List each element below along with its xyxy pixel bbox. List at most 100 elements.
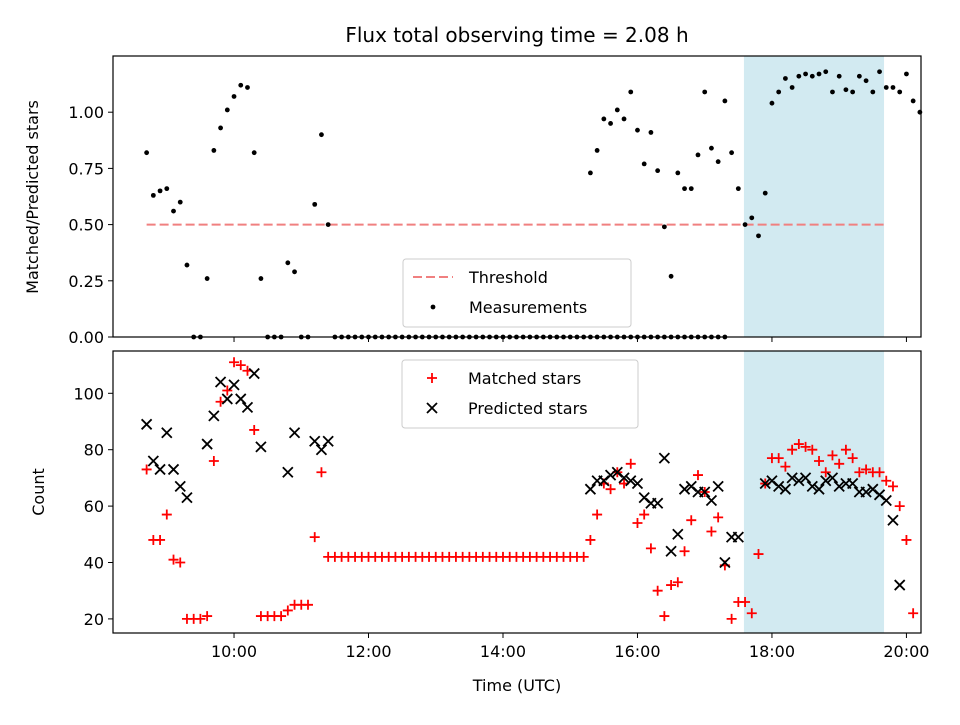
x-tick-label: 14:00 xyxy=(480,642,526,661)
measurement-point xyxy=(621,116,627,122)
matched-star-point xyxy=(592,509,603,520)
legend: Threshold Measurements xyxy=(402,258,632,328)
measurement-point xyxy=(816,71,822,77)
predicted-star-point xyxy=(248,367,260,380)
matched-star-point xyxy=(161,509,172,520)
top-panel: 0.00 0.25 0.50 0.75 1.00 Threshold Measurement… xyxy=(68,55,923,347)
matched-star-point xyxy=(793,439,804,450)
matched-star-point xyxy=(807,444,818,455)
matched-star-point xyxy=(686,515,697,526)
matched-star-point xyxy=(820,467,831,478)
predicted-star-point xyxy=(705,494,718,507)
predicted-star-point xyxy=(255,441,267,453)
predicted-star-point xyxy=(759,477,771,490)
x-tick-label: 20:00 xyxy=(883,642,929,661)
matched-star-point xyxy=(229,357,240,368)
matched-star-point xyxy=(679,546,690,557)
observing-window-span xyxy=(743,56,885,337)
matched-star-point xyxy=(309,532,320,543)
predicted-star-point xyxy=(154,463,166,476)
measurement-point xyxy=(648,130,654,135)
measurement-point xyxy=(204,276,210,281)
measurement-point xyxy=(258,276,264,281)
matched-star-point xyxy=(645,543,656,554)
predicted-star-point xyxy=(228,379,240,391)
y-tick-label: 80 xyxy=(84,441,104,460)
y-tick-label: 0.00 xyxy=(68,328,104,347)
predicted-star-point xyxy=(625,475,637,487)
predicted-star-point xyxy=(672,528,684,540)
measurement-point xyxy=(184,262,190,268)
legend-label: Threshold xyxy=(468,268,548,287)
matched-star-point xyxy=(632,518,643,529)
matched-star-point xyxy=(726,613,737,624)
predicted-star-point xyxy=(288,427,301,439)
measurement-point xyxy=(769,100,775,106)
predicted-star-point xyxy=(665,545,677,557)
matched-star-point xyxy=(887,481,898,492)
measurement-point xyxy=(782,76,788,81)
matched-star-point xyxy=(639,509,650,520)
y-tick-label: 40 xyxy=(84,554,104,573)
matched-star-point xyxy=(854,467,865,478)
matched-star-point xyxy=(787,444,798,455)
measurement-point xyxy=(614,107,620,113)
matched-star-point xyxy=(847,453,858,464)
matched-star-point xyxy=(692,470,703,481)
predicted-star-point xyxy=(241,401,254,414)
legend-predicted-swatch xyxy=(426,402,438,414)
measurement-point xyxy=(594,148,600,153)
predicted-star-point xyxy=(773,480,785,492)
top-y-axis-label: Matched/Predicted stars xyxy=(23,100,42,294)
predicted-star-point xyxy=(167,463,180,476)
plot-frame xyxy=(112,55,922,338)
predicted-star-point xyxy=(618,472,630,484)
measurement-point xyxy=(251,150,257,156)
matched-star-point xyxy=(141,464,152,475)
matched-star-point xyxy=(901,534,912,545)
y-tick-label: 20 xyxy=(84,610,104,629)
measurement-point xyxy=(856,73,862,79)
predicted-star-point xyxy=(201,438,213,450)
measurement-point xyxy=(796,73,802,79)
predicted-star-point xyxy=(880,494,892,507)
predicted-star-point xyxy=(282,466,294,478)
measurement-point xyxy=(238,82,244,88)
predicted-star-point xyxy=(604,469,617,481)
measurement-point xyxy=(668,273,674,279)
predicted-star-point xyxy=(309,435,321,447)
matched-star-point xyxy=(834,458,845,469)
measurement-point xyxy=(655,168,661,174)
matched-star-point xyxy=(249,424,260,435)
measurement-point xyxy=(756,233,761,239)
legend-matched-swatch xyxy=(427,373,437,383)
observing-window-span xyxy=(743,351,885,633)
measurement-point xyxy=(325,222,331,228)
matched-star-point xyxy=(666,580,677,591)
matched-star-point xyxy=(195,613,206,624)
measurement-point xyxy=(776,89,782,95)
bottom-y-axis-label: Count xyxy=(29,468,48,516)
matched-star-point xyxy=(840,444,851,455)
y-tick-label: 100 xyxy=(73,384,104,403)
predicted-star-point xyxy=(833,480,845,492)
matched-star-point xyxy=(706,526,717,537)
measurement-point xyxy=(285,260,291,266)
predicted-star-point xyxy=(793,475,805,487)
predicted-star-point xyxy=(315,444,328,456)
matched-star-point xyxy=(861,464,872,475)
y-tick-label: 0.50 xyxy=(68,216,104,235)
measurement-point xyxy=(231,94,237,99)
matched-star-point xyxy=(585,534,596,545)
y-tick-label: 0.75 xyxy=(68,159,104,178)
measurement-point xyxy=(850,89,856,95)
measurement-point xyxy=(883,85,889,90)
measurement-point xyxy=(641,161,647,167)
measurement-point xyxy=(695,152,701,158)
measurement-point xyxy=(742,222,748,228)
measurement-point xyxy=(224,107,230,113)
measurement-point xyxy=(218,125,223,131)
measurement-point xyxy=(904,71,909,77)
measurement-point xyxy=(682,186,687,192)
